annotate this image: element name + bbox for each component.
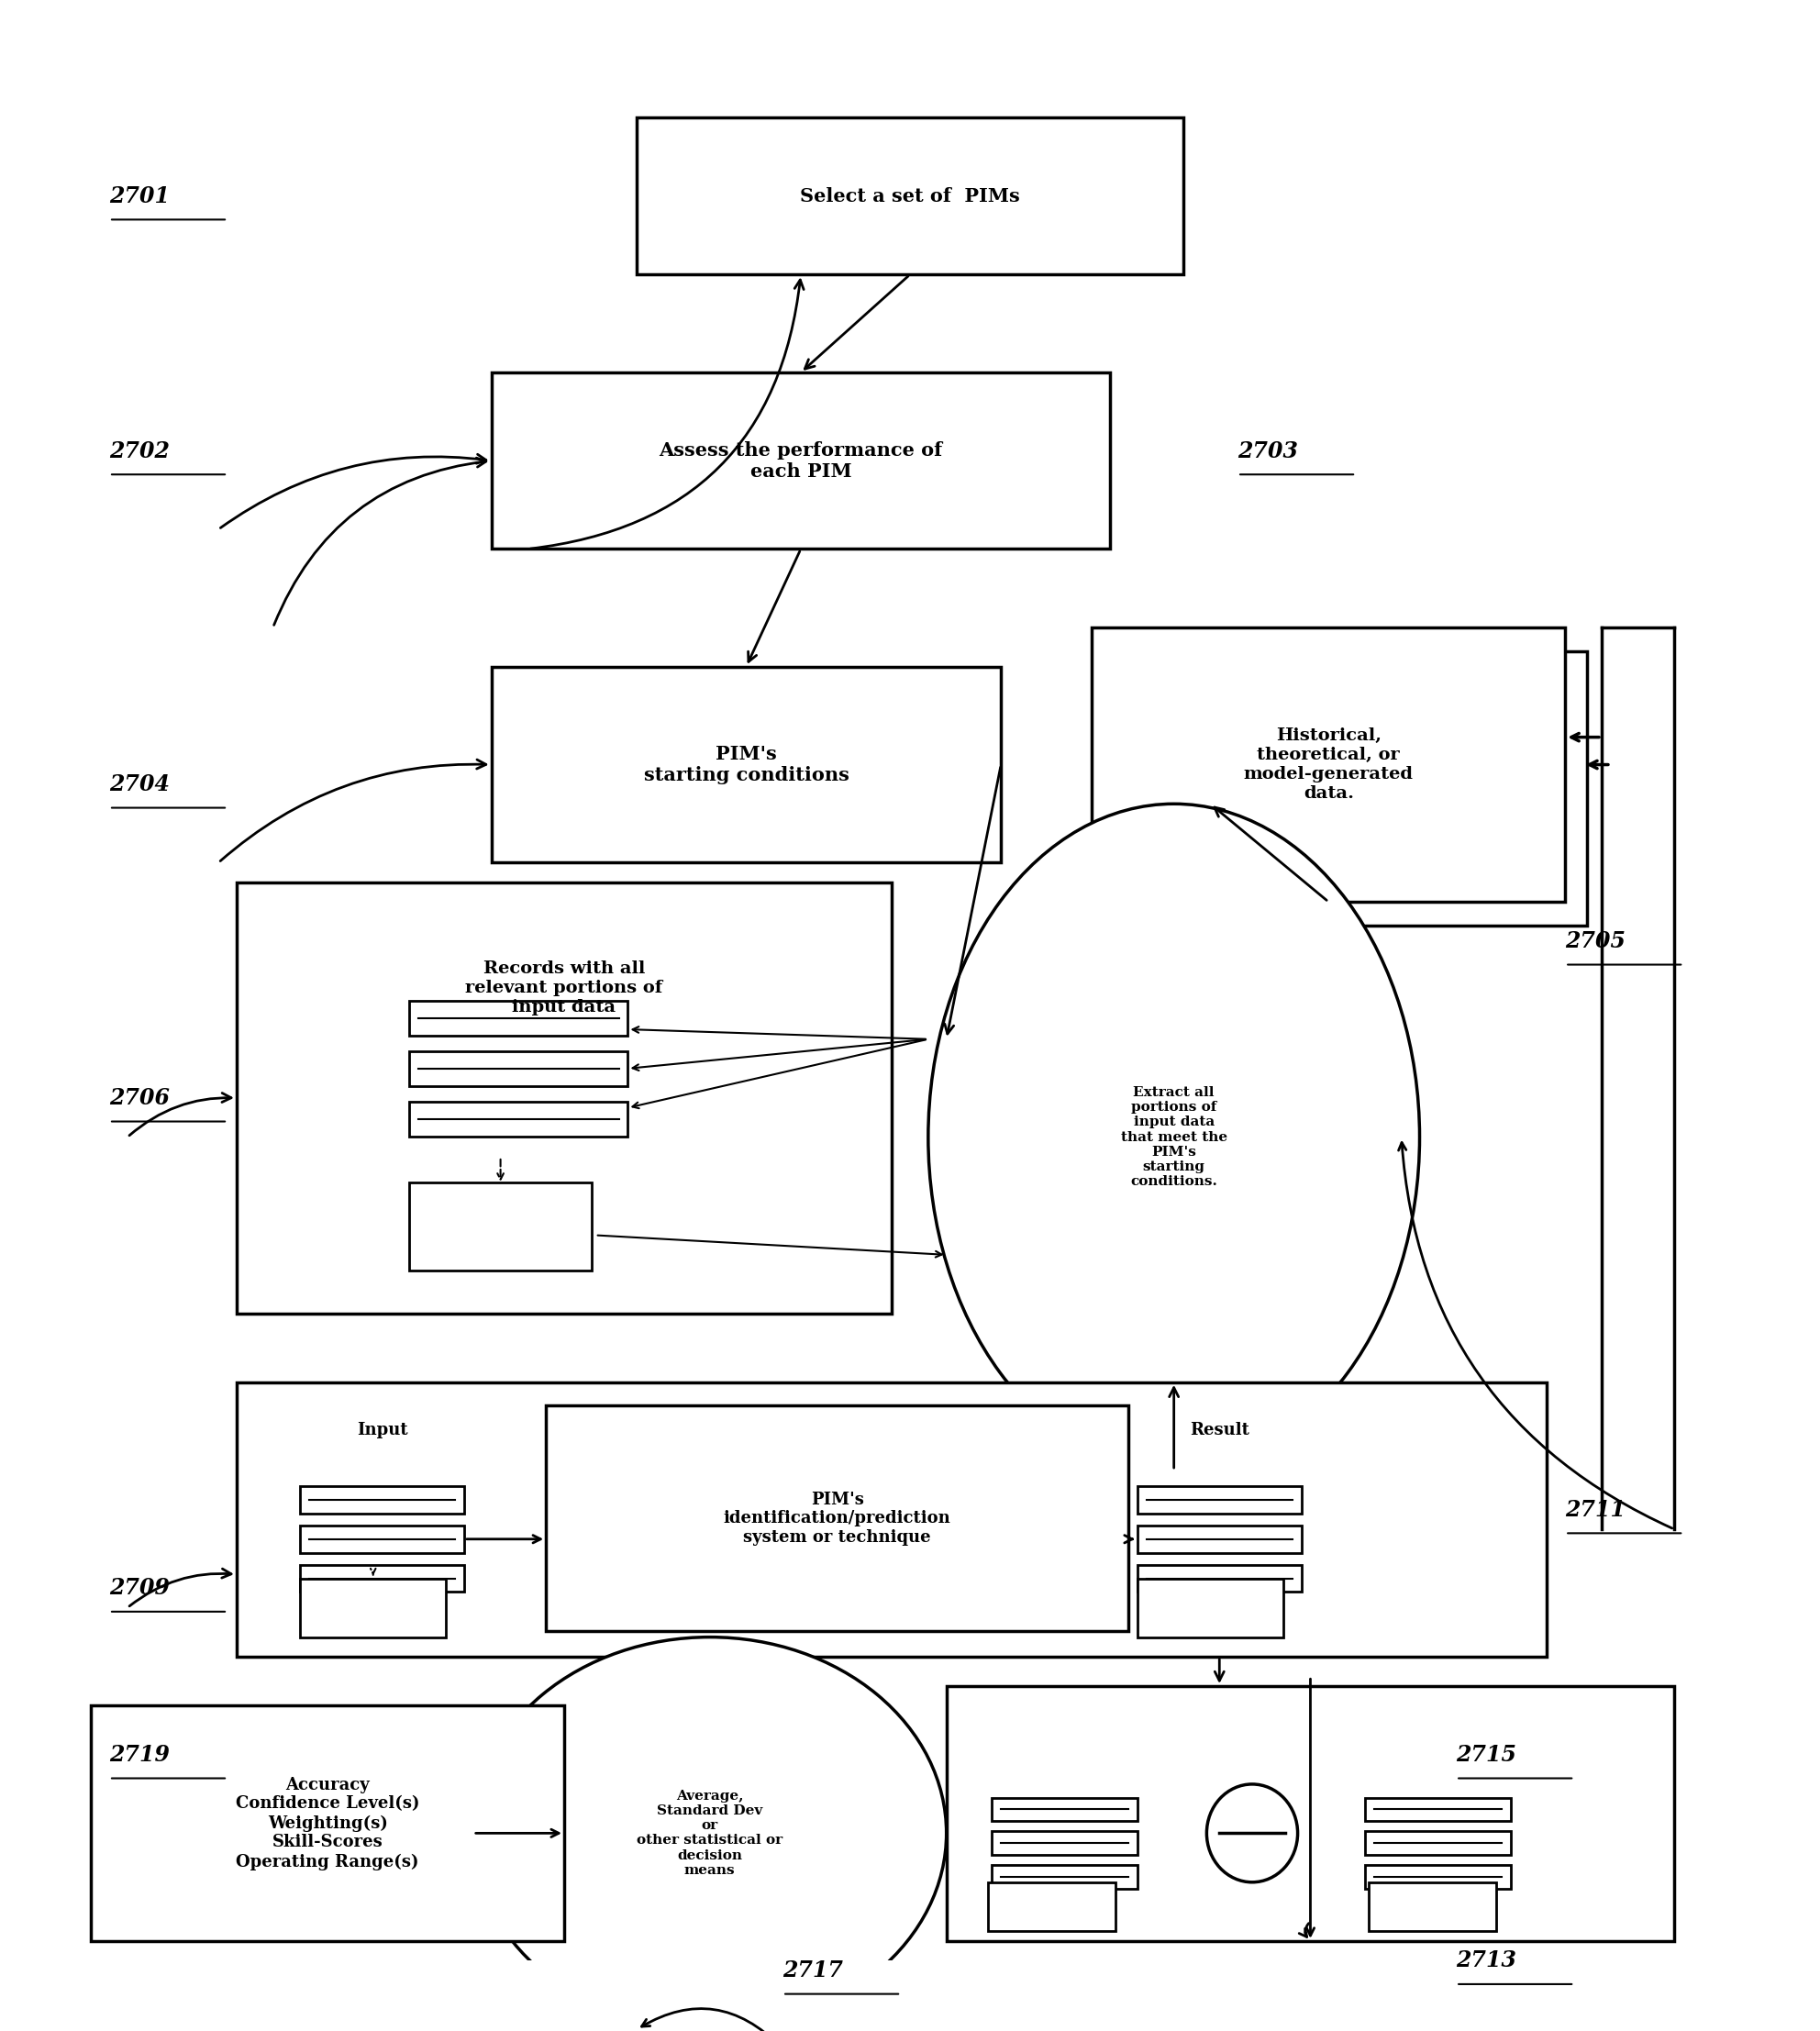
Text: Input: Input (357, 1422, 408, 1438)
FancyBboxPatch shape (1138, 1564, 1301, 1592)
Text: 2701: 2701 (109, 185, 169, 207)
FancyBboxPatch shape (410, 1182, 592, 1271)
Text: PIM's
identification/prediction
system or technique: PIM's identification/prediction system o… (724, 1491, 950, 1546)
FancyBboxPatch shape (992, 1864, 1138, 1889)
FancyBboxPatch shape (1114, 650, 1587, 926)
FancyBboxPatch shape (946, 1686, 1674, 1942)
Text: Historical,
theoretical, or
model-generated
data.: Historical, theoretical, or model-genera… (1243, 727, 1414, 802)
FancyBboxPatch shape (410, 1050, 628, 1087)
Text: 2704: 2704 (109, 774, 169, 796)
FancyBboxPatch shape (300, 1578, 446, 1637)
Text: Extract all
portions of
input data
that meet the
PIM's
starting
conditions.: Extract all portions of input data that … (1121, 1087, 1227, 1188)
Circle shape (1207, 1783, 1298, 1883)
FancyBboxPatch shape (637, 118, 1183, 274)
Ellipse shape (928, 804, 1420, 1470)
FancyBboxPatch shape (410, 1101, 628, 1137)
FancyBboxPatch shape (1138, 1578, 1283, 1637)
Text: 2705: 2705 (1565, 930, 1625, 953)
Text: Average,
Standard Dev
or
other statistical or
decision
means: Average, Standard Dev or other statistic… (637, 1789, 783, 1877)
Text: 2715: 2715 (1456, 1745, 1516, 1765)
Text: Result: Result (1190, 1422, 1249, 1438)
FancyBboxPatch shape (491, 666, 1001, 863)
Text: Accuracy
Confidence Level(s)
Weighting(s)
Skill-Scores
Operating Range(s): Accuracy Confidence Level(s) Weighting(s… (235, 1777, 420, 1871)
FancyBboxPatch shape (546, 1405, 1128, 1631)
FancyBboxPatch shape (300, 1525, 464, 1554)
FancyBboxPatch shape (992, 1797, 1138, 1822)
Text: 2702: 2702 (109, 441, 169, 461)
Text: Records with all
relevant portions of
input data: Records with all relevant portions of in… (466, 961, 662, 1016)
FancyBboxPatch shape (300, 1487, 464, 1513)
Text: 2713: 2713 (1456, 1950, 1516, 1972)
Text: 2709: 2709 (109, 1578, 169, 1598)
FancyBboxPatch shape (1138, 1487, 1301, 1513)
Text: 2719: 2719 (109, 1745, 169, 1765)
FancyBboxPatch shape (992, 1832, 1138, 1854)
FancyBboxPatch shape (300, 1564, 464, 1592)
FancyBboxPatch shape (1138, 1525, 1301, 1554)
FancyBboxPatch shape (1365, 1832, 1511, 1854)
FancyBboxPatch shape (1092, 628, 1565, 902)
FancyBboxPatch shape (237, 1383, 1547, 1657)
FancyBboxPatch shape (1365, 1797, 1511, 1822)
Text: 2706: 2706 (109, 1087, 169, 1109)
FancyBboxPatch shape (1369, 1883, 1496, 1931)
Text: 2703: 2703 (1238, 441, 1298, 461)
FancyBboxPatch shape (988, 1883, 1116, 1931)
Text: Select a set of  PIMs: Select a set of PIMs (801, 187, 1019, 205)
FancyBboxPatch shape (91, 1706, 564, 1942)
Text: PIM's
starting conditions: PIM's starting conditions (644, 745, 848, 784)
FancyBboxPatch shape (1365, 1864, 1511, 1889)
FancyBboxPatch shape (410, 1001, 628, 1036)
FancyBboxPatch shape (491, 372, 1110, 548)
Ellipse shape (473, 1637, 946, 2029)
FancyBboxPatch shape (237, 881, 892, 1314)
Text: 2711: 2711 (1565, 1499, 1625, 1521)
Text: Assess the performance of
each PIM: Assess the performance of each PIM (659, 441, 943, 481)
Text: 2717: 2717 (783, 1960, 843, 1982)
